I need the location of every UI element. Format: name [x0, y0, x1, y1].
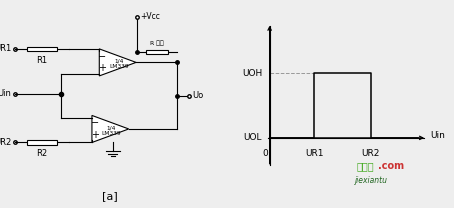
- Text: jiexiantu: jiexiantu: [355, 176, 388, 185]
- Text: R1: R1: [36, 56, 47, 65]
- Text: UOH: UOH: [242, 69, 262, 78]
- Bar: [27, 140, 56, 145]
- Text: Uo: Uo: [192, 91, 204, 100]
- Text: UR1: UR1: [0, 44, 11, 53]
- Polygon shape: [92, 115, 129, 142]
- Text: UR2: UR2: [0, 138, 11, 147]
- Text: Uin: Uin: [430, 131, 445, 140]
- Polygon shape: [99, 49, 136, 76]
- Text: .com: .com: [378, 161, 404, 171]
- Text: +Vcc: +Vcc: [140, 12, 160, 21]
- Text: UR2: UR2: [361, 149, 380, 158]
- Text: UOL: UOL: [244, 133, 262, 142]
- Text: 0: 0: [262, 149, 268, 158]
- Text: −: −: [98, 52, 106, 62]
- Text: −: −: [91, 118, 99, 128]
- Text: 1/4
LM339: 1/4 LM339: [102, 125, 121, 136]
- Bar: [146, 50, 168, 54]
- Text: +: +: [91, 130, 99, 140]
- Bar: [27, 47, 56, 51]
- Text: R2: R2: [36, 149, 47, 158]
- Text: Uin: Uin: [0, 89, 11, 98]
- Text: +: +: [98, 63, 106, 73]
- Text: R 上拉: R 上拉: [150, 41, 164, 46]
- Text: 1/4
LM339: 1/4 LM339: [109, 59, 129, 69]
- Text: UR1: UR1: [305, 149, 323, 158]
- Text: 提线图: 提线图: [356, 161, 374, 171]
- Text: [a]: [a]: [103, 192, 118, 202]
